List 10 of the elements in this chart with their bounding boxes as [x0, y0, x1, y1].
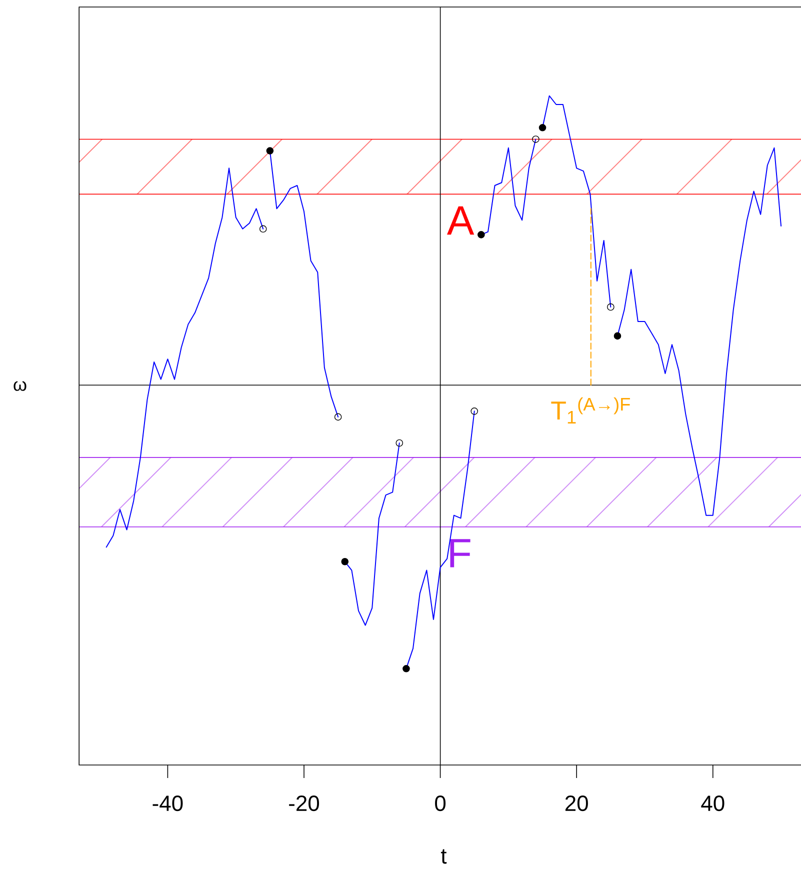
band-label: A: [446, 206, 474, 235]
y-axis-title: ω: [14, 381, 26, 391]
series-label: T$_{1}$(A→)F: [551, 397, 630, 424]
band-label: F: [450, 539, 470, 568]
x-tick-label: 20: [565, 796, 588, 812]
x-tick-label: 0: [435, 796, 446, 812]
x-tick-label: 40: [701, 796, 724, 812]
x-axis-title: t: [440, 849, 447, 864]
x-tick-label: -20: [289, 796, 320, 812]
x-tick-label: -40: [152, 796, 183, 812]
